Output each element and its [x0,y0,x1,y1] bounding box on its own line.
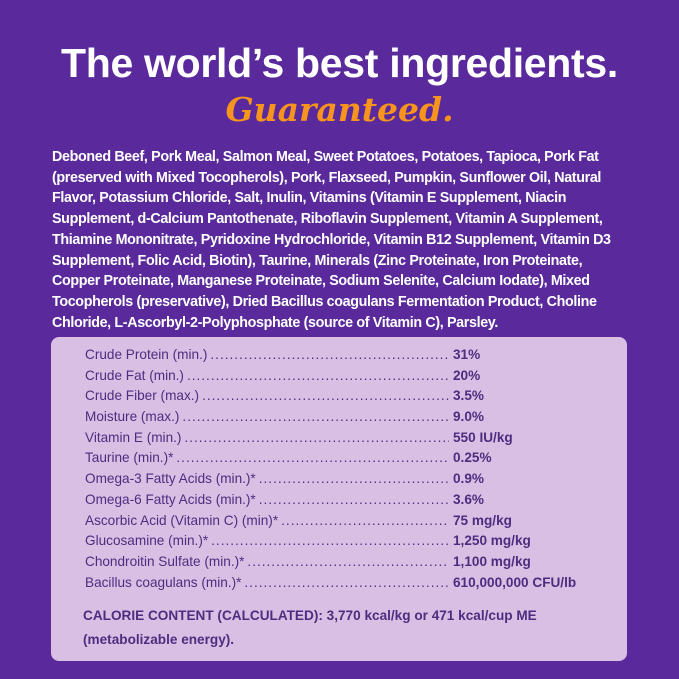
analysis-value: 3.6% [453,491,484,507]
calorie-content: CALORIE CONTENT (CALCULATED): 3,770 kcal… [83,608,537,647]
analysis-row: Glucosamine (min.)* 1,250 mg/kg [85,531,605,552]
analysis-label-wrap: Vitamin E (min.) [85,428,453,449]
analysis-row: Crude Protein (min.) 31% [85,345,605,366]
analysis-row: Crude Fiber (max.) 3.5% [85,386,605,407]
analysis-label-wrap: Ascorbic Acid (Vitamin C) (min)* [85,511,453,532]
dot-leader [259,469,449,490]
ingredients-list: Deboned Beef, Pork Meal, Salmon Meal, Sw… [52,149,611,331]
dot-leader [211,531,449,552]
analysis-value: 0.25% [453,450,492,466]
analysis-row: Omega-3 Fatty Acids (min.)* 0.9% [85,469,605,490]
analysis-row: Vitamin E (min.) 550 IU/kg [85,428,605,449]
dot-leader [202,386,449,407]
analysis-value: 610,000,000 CFU/lb [453,574,577,590]
dot-leader [182,407,449,428]
analysis-row: Bacillus coagulans (min.)* 610,000,000 CF… [85,573,605,594]
guaranteed-analysis-panel: Crude Protein (min.) 31% Crude Fat (min.) 2… [51,337,627,661]
dot-leader [210,345,449,366]
dot-leader [176,448,449,469]
analysis-value: 1,250 mg/kg [453,533,531,549]
analysis-label: Omega-6 Fatty Acids (min.)* [85,491,256,507]
analysis-label-wrap: Taurine (min.)* [85,448,453,469]
analysis-label-wrap: Crude Protein (min.) [85,345,453,366]
analysis-label-wrap: Omega-3 Fatty Acids (min.)* [85,469,453,490]
analysis-rows: Crude Protein (min.) 31% Crude Fat (min.) 2… [85,345,605,593]
dot-leader [259,490,449,511]
dot-leader [281,511,449,532]
analysis-label: Crude Protein (min.) [85,347,208,362]
analysis-label: Vitamin E (min.) [85,429,182,445]
analysis-row: Omega-6 Fatty Acids (min.)* 3.6% [85,490,605,511]
analysis-label: Ascorbic Acid (Vitamin C) (min)* [85,512,279,528]
dot-leader [184,428,449,449]
analysis-label: Crude Fiber (max.) [85,388,200,404]
analysis-value: 75 mg/kg [453,512,512,528]
headline: The world’s best ingredients. [60,40,619,86]
analysis-label: Chondroitin Sulfate (min.)* [85,553,245,569]
analysis-value: 3.5% [453,388,484,404]
dot-leader [244,573,449,594]
analysis-row: Ascorbic Acid (Vitamin C) (min)* 75 mg/kg [85,511,605,532]
analysis-value: 9.0% [453,409,484,425]
analysis-row: Chondroitin Sulfate (min.)* 1,100 mg/kg [85,552,605,573]
analysis-label: Crude Fat (min.) [85,367,184,383]
analysis-label-wrap: Crude Fat (min.) [85,366,453,387]
analysis-label: Bacillus coagulans (min.)* [85,574,242,590]
analysis-label: Glucosamine (min.)* [85,533,209,549]
analysis-label: Taurine (min.)* [85,450,174,466]
subheadline: Guaranteed. [225,90,454,129]
analysis-label: Omega-3 Fatty Acids (min.)* [85,471,256,487]
analysis-label-wrap: Omega-6 Fatty Acids (min.)* [85,490,453,511]
analysis-label-wrap: Glucosamine (min.)* [85,531,453,552]
dot-leader [187,366,449,387]
analysis-row: Moisture (max.) 9.0% [85,407,605,428]
analysis-value: 1,100 mg/kg [453,553,531,569]
analysis-label-wrap: Moisture (max.) [85,407,453,428]
analysis-row: Crude Fat (min.) 20% [85,366,605,387]
analysis-label-wrap: Bacillus coagulans (min.)* [85,573,453,594]
dot-leader [247,552,449,573]
analysis-row: Taurine (min.)* 0.25% [85,448,605,469]
analysis-label-wrap: Crude Fiber (max.) [85,386,453,407]
analysis-value: 0.9% [453,471,484,487]
analysis-value: 31% [453,347,481,362]
analysis-value: 550 IU/kg [453,429,513,445]
analysis-label: Moisture (max.) [85,409,180,425]
analysis-label-wrap: Chondroitin Sulfate (min.)* [85,552,453,573]
analysis-value: 20% [453,367,481,383]
